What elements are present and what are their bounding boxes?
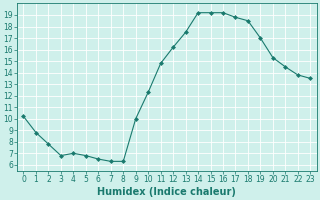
X-axis label: Humidex (Indice chaleur): Humidex (Indice chaleur): [98, 187, 236, 197]
